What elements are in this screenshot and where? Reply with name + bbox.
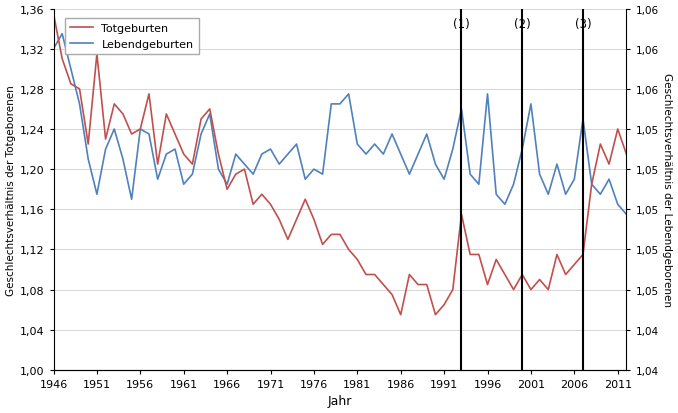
Legend: Totgeburten, Lebendgeburten: Totgeburten, Lebendgeburten (65, 19, 199, 55)
Text: (2): (2) (514, 17, 531, 31)
Y-axis label: Geschlechtsverhältnis der Lebendgeborenen: Geschlechtsverhältnis der Lebendgeborene… (662, 73, 673, 306)
Text: (3): (3) (575, 17, 591, 31)
Totgeburten (136, 127, 144, 132)
Totgeburten (119, 112, 127, 117)
Lebendgeburten (588, 182, 596, 187)
Totgeburten (622, 152, 631, 157)
Totgeburten (310, 217, 318, 222)
Lebendgeburten (319, 172, 327, 177)
Lebendgeburten (127, 197, 136, 202)
X-axis label: Jahr: Jahr (327, 394, 352, 408)
Line: Lebendgeburten: Lebendgeburten (54, 35, 626, 215)
Totgeburten (397, 312, 405, 317)
Lebendgeburten (292, 142, 300, 147)
Line: Totgeburten: Totgeburten (54, 14, 626, 315)
Totgeburten (49, 12, 58, 17)
Lebendgeburten (492, 192, 500, 197)
Totgeburten (284, 237, 292, 242)
Lebendgeburten (58, 32, 66, 37)
Totgeburten (588, 182, 596, 187)
Text: (1): (1) (453, 17, 470, 31)
Lebendgeburten (622, 212, 631, 217)
Lebendgeburten (49, 47, 58, 52)
Lebendgeburten (145, 132, 153, 137)
Totgeburten (492, 257, 500, 262)
Y-axis label: Geschlechtsverhältnis der Totgeborenen: Geschlechtsverhältnis der Totgeborenen (5, 85, 16, 295)
